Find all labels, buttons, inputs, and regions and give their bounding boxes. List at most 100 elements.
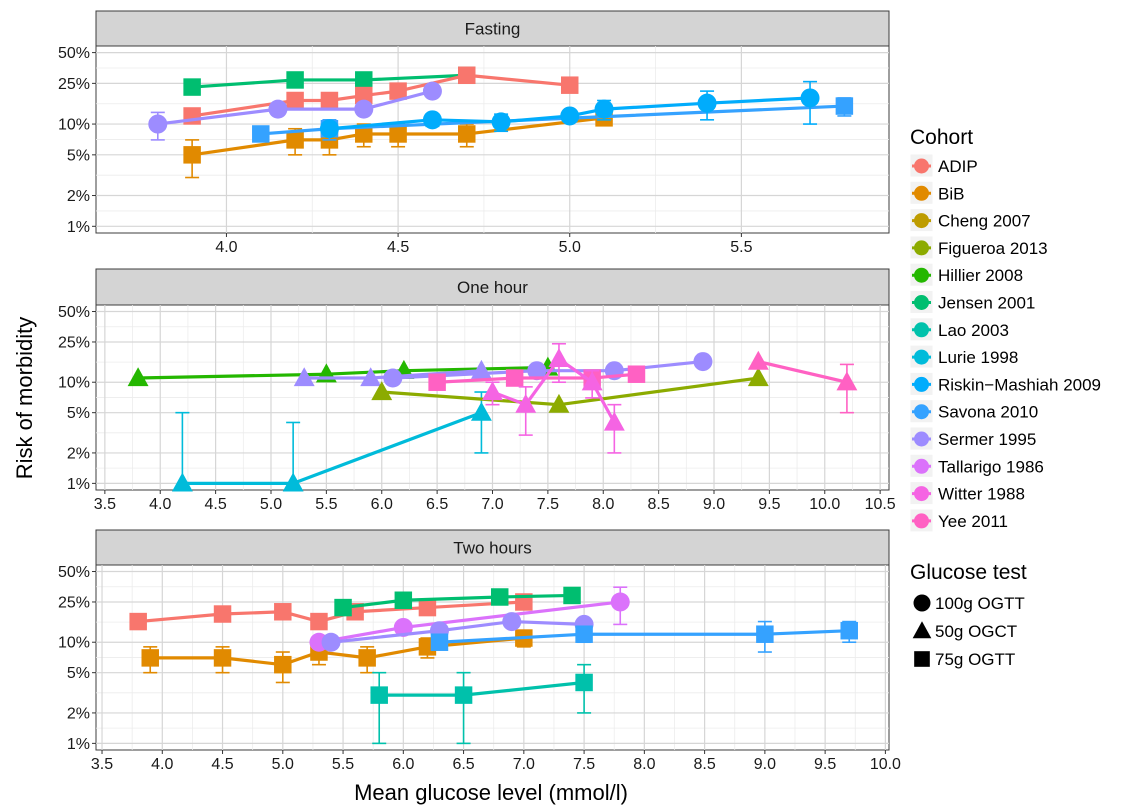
legend-label: Hillier 2008 — [938, 266, 1023, 285]
y-tick-label: 50% — [58, 45, 90, 62]
x-tick-label: 9.0 — [754, 756, 776, 773]
y-tick-label: 10% — [58, 375, 90, 392]
legend-item-75g-ogtt: 75g OGTT — [914, 650, 1015, 669]
data-point — [286, 91, 304, 110]
legend-label: Savona 2010 — [938, 403, 1038, 422]
legend-label: ADIP — [938, 157, 978, 176]
legend-label: 75g OGTT — [935, 650, 1015, 669]
x-tick-label: 8.5 — [693, 756, 715, 773]
data-point — [458, 66, 476, 85]
series-jensen-2001-square — [334, 586, 581, 617]
data-point — [610, 592, 630, 612]
legend-swatch — [914, 376, 929, 392]
legend-swatch — [914, 404, 929, 420]
data-point — [548, 348, 570, 368]
x-tick-label: 6.5 — [452, 756, 474, 773]
data-point — [561, 76, 579, 94]
legend-swatch — [914, 513, 929, 529]
x-tick-label: 4.5 — [387, 239, 409, 256]
data-point — [213, 649, 232, 667]
data-point — [491, 112, 511, 132]
legend-item-witter-1988: Witter 1988 — [909, 481, 1025, 506]
x-tick-label: 10.5 — [865, 496, 896, 513]
data-point — [563, 586, 581, 605]
data-point — [274, 603, 292, 621]
facet-title: Two hours — [453, 539, 531, 558]
y-tick-label: 1% — [67, 736, 90, 753]
data-point — [355, 86, 373, 105]
y-axis-title: Risk of morbidity — [12, 317, 37, 480]
series-witter-1988-triangle — [482, 342, 625, 454]
legend-item-jensen-2001: Jensen 2001 — [909, 290, 1035, 314]
x-tick-label: 8.5 — [648, 496, 670, 513]
data-point — [358, 649, 376, 667]
data-point — [594, 99, 614, 119]
x-tick-label: 4.5 — [204, 496, 226, 513]
data-point — [454, 686, 473, 704]
legend-label: Tallarigo 1986 — [938, 457, 1044, 476]
x-tick-label: 5.5 — [730, 239, 752, 256]
data-point — [213, 605, 232, 623]
x-tick-label: 6.5 — [426, 496, 448, 513]
series-jensen-2001-square — [183, 66, 476, 96]
y-tick-label: 25% — [58, 76, 90, 93]
series-yee-2011-triangle — [747, 350, 858, 414]
x-tick-label: 9.5 — [814, 756, 836, 773]
y-tick-label: 2% — [67, 445, 90, 462]
data-point — [548, 393, 570, 413]
x-tick-label: 7.0 — [481, 496, 503, 513]
data-point — [127, 367, 149, 387]
y-tick-label: 10% — [58, 635, 90, 652]
y-tick-label: 1% — [67, 219, 90, 236]
x-tick-label: 5.0 — [272, 756, 294, 773]
legend-label: Lao 2003 — [938, 321, 1009, 340]
data-point — [286, 131, 304, 149]
legend-label: Lurie 1998 — [938, 348, 1018, 367]
facet-strip — [95, 268, 890, 306]
x-tick-label: 4.5 — [211, 756, 233, 773]
x-tick-label: 4.0 — [151, 756, 173, 773]
y-tick-label: 5% — [67, 665, 90, 682]
data-point — [693, 352, 713, 372]
legend-shape — [913, 594, 931, 612]
facet-title: One hour — [457, 278, 528, 297]
x-tick-label: 5.0 — [559, 239, 581, 256]
legend-swatch — [914, 185, 929, 201]
facet-strip — [95, 10, 890, 47]
data-point — [310, 612, 328, 631]
legend: Cohort ADIP BiB Cheng 2007 Figueroa 2013 Hill… — [909, 126, 1101, 669]
series-figueroa-2013-triangle — [371, 367, 769, 413]
data-point — [383, 368, 403, 388]
y-tick-label: 5% — [67, 405, 90, 422]
facet-title: Fasting — [465, 20, 521, 39]
x-tick-label: 10.0 — [870, 756, 901, 773]
x-tick-label: 5.5 — [332, 756, 354, 773]
x-tick-label: 7.5 — [537, 496, 559, 513]
legend-swatch — [914, 267, 929, 283]
data-point — [575, 625, 593, 643]
data-point — [183, 146, 201, 164]
data-point — [171, 472, 193, 492]
legend-title-cohort: Cohort — [910, 126, 973, 149]
legend-label: 100g OGTT — [935, 594, 1025, 613]
x-tick-label: 6.0 — [392, 756, 414, 773]
data-point — [458, 125, 476, 143]
data-point — [320, 91, 339, 110]
data-point — [321, 632, 341, 652]
x-tick-label: 7.0 — [513, 756, 535, 773]
data-point — [319, 119, 339, 139]
y-tick-label: 2% — [67, 188, 90, 205]
x-tick-label: 3.5 — [91, 756, 113, 773]
series-line — [157, 89, 433, 126]
data-point — [502, 612, 522, 632]
data-point — [747, 350, 769, 370]
series-riskin-mashiah-2009-circle — [319, 80, 820, 139]
chart-panels: Fasting 4.0 4.5 5.0 5.5 1% 2% 5% 10% 25% 50% One ho… — [58, 10, 901, 773]
data-point — [286, 71, 304, 89]
x-tick-label: 8.0 — [633, 756, 655, 773]
legend-item-lao-2003: Lao 2003 — [909, 317, 1009, 342]
data-point — [575, 673, 593, 692]
series-lurie-1998-triangle — [171, 391, 492, 492]
data-point — [355, 125, 373, 143]
series-lao-2003-square — [370, 663, 593, 745]
